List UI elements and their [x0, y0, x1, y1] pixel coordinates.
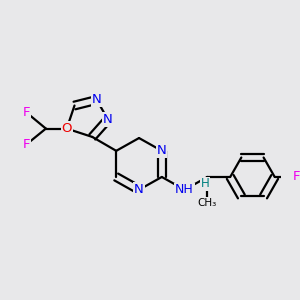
Text: N: N	[103, 113, 113, 126]
Text: F: F	[23, 106, 30, 119]
Text: F: F	[293, 170, 300, 184]
Text: F: F	[23, 138, 30, 151]
Text: N: N	[92, 94, 102, 106]
Text: N: N	[157, 144, 167, 157]
Text: NH: NH	[175, 183, 194, 196]
Text: CH₃: CH₃	[198, 198, 217, 208]
Text: N: N	[134, 183, 144, 196]
Text: O: O	[61, 122, 72, 135]
Text: H: H	[201, 177, 210, 190]
